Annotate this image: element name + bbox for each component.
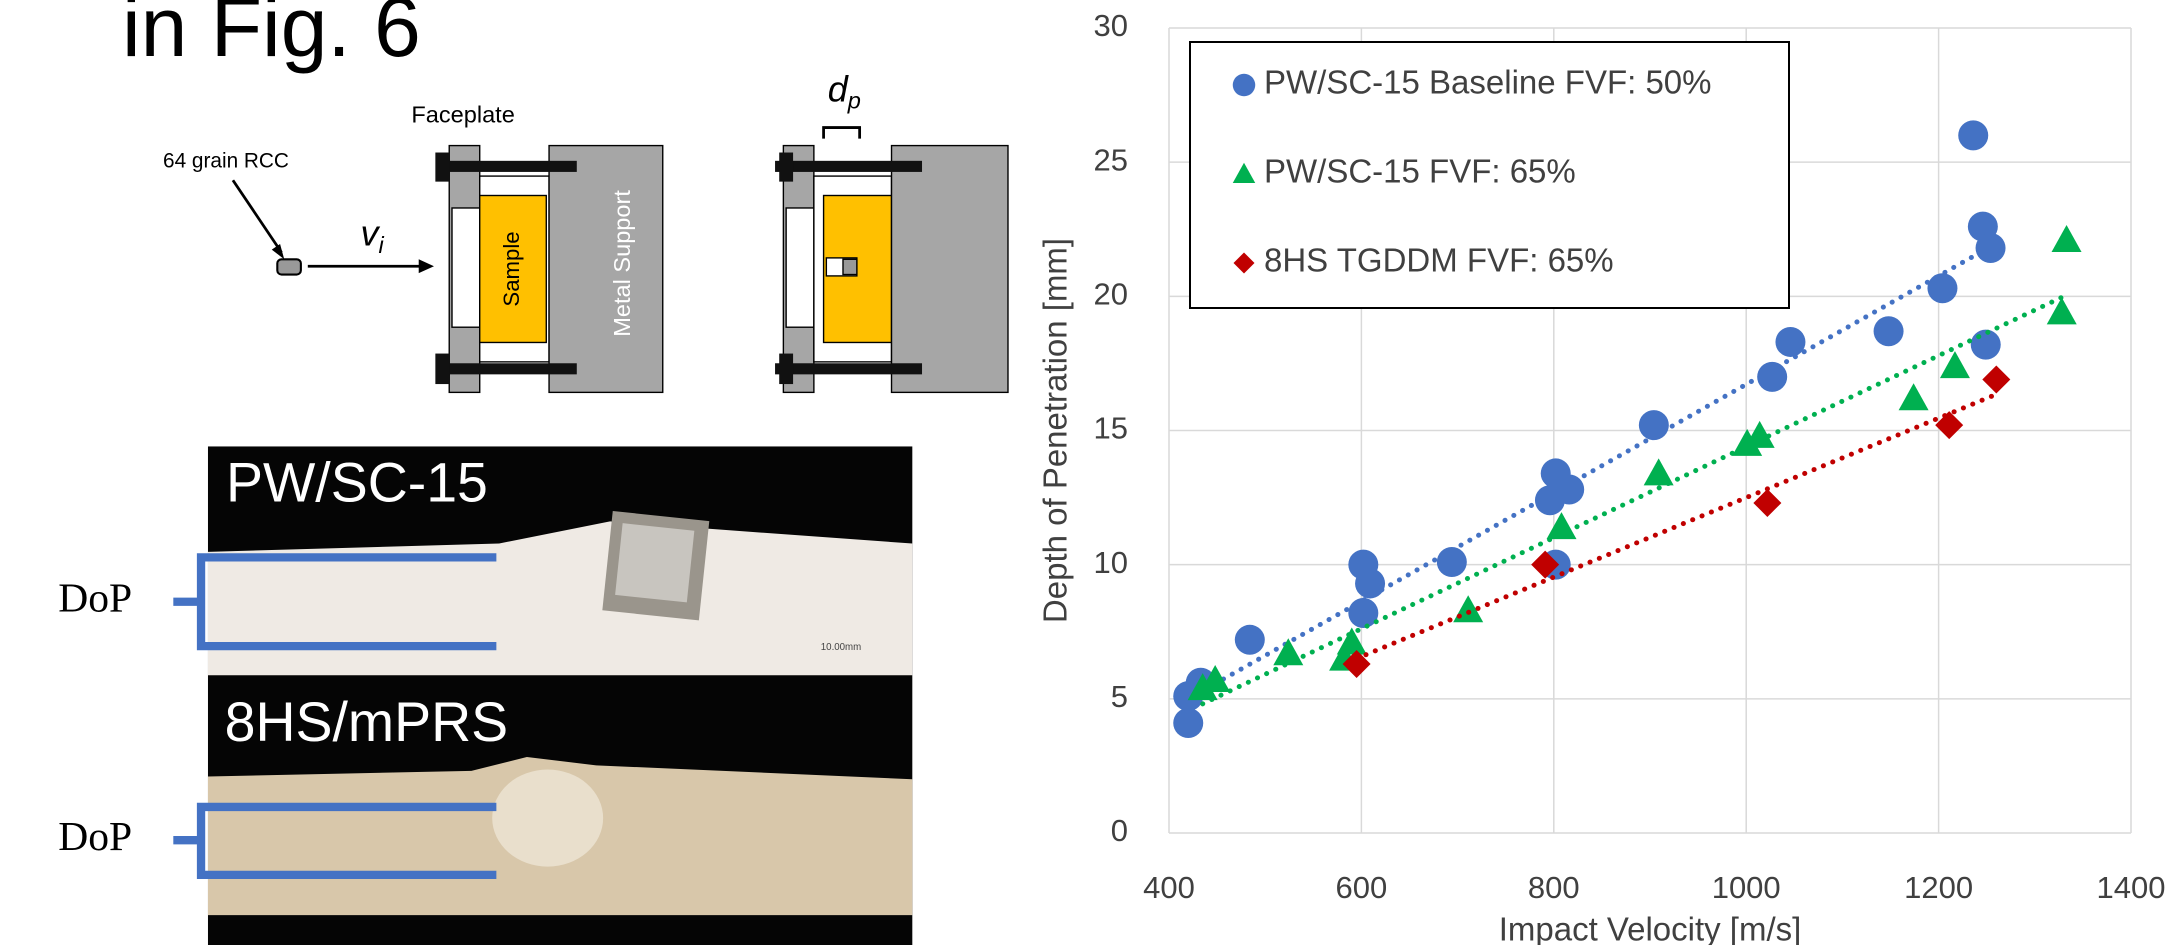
- y-tick-label: 5: [1111, 679, 1128, 714]
- dop-bracket: [173, 553, 497, 651]
- projectile: [842, 258, 858, 276]
- window: [451, 207, 481, 328]
- support-label: Metal Support: [609, 190, 635, 337]
- legend-label: PW/SC-15 Baseline FVF: 50%: [1264, 64, 1712, 101]
- bolt-head: [779, 353, 794, 385]
- legend-label: PW/SC-15 FVF: 65%: [1264, 153, 1576, 190]
- x-tick-label: 1200: [1904, 870, 1973, 905]
- impact-damage: [615, 523, 695, 603]
- y-tick-label: 25: [1094, 142, 1128, 177]
- x-tick-label: 400: [1143, 870, 1195, 905]
- sample: [479, 194, 547, 344]
- x-tick-label: 1000: [1712, 870, 1781, 905]
- faceplate-label: Faceplate: [411, 102, 514, 128]
- y-tick-label: 0: [1111, 813, 1128, 848]
- point: [1546, 512, 1577, 540]
- point: [1273, 638, 1304, 666]
- point: [1927, 273, 1958, 304]
- projectile: [276, 258, 302, 276]
- point: [1939, 351, 1970, 379]
- depth-bracket: [822, 126, 862, 139]
- v-sub: i: [379, 232, 385, 258]
- pointer: [231, 179, 283, 254]
- trendline: [1354, 391, 1999, 662]
- point: [1173, 707, 1204, 738]
- dop-label: DoP: [58, 574, 132, 620]
- point: [1975, 233, 2006, 264]
- point: [1757, 361, 1788, 392]
- point: [1643, 458, 1674, 486]
- heading: in Fig. 6: [122, 0, 421, 74]
- point: [1531, 550, 1560, 579]
- photo-label: PW/SC-15: [226, 451, 488, 513]
- y-tick-label: 20: [1094, 277, 1128, 312]
- bolt: [440, 363, 577, 375]
- point: [1200, 665, 1231, 693]
- dop-label: DoP: [58, 813, 132, 859]
- left-panel: Faceplate 64 grain RCC vi Sample Metal S…: [58, 68, 1009, 945]
- point: [1554, 474, 1585, 505]
- dop-bracket: [173, 802, 497, 880]
- d: d: [828, 68, 849, 109]
- point: [1436, 546, 1467, 577]
- photo-label: 8HS/mPRS: [225, 691, 508, 753]
- bolt: [775, 363, 923, 375]
- bolt: [440, 160, 577, 172]
- chart: 0 5 10 15 20 25 30 400 600 800 1000 1200 1400 Depth o…: [1037, 8, 2166, 945]
- scale-label: 10.00mm: [821, 642, 861, 653]
- point: [1744, 420, 1775, 448]
- x-axis-label: Impact Velocity [m/s]: [1499, 911, 1802, 945]
- d-sub: p: [847, 88, 861, 114]
- metal-support: [548, 144, 664, 394]
- point: [1348, 597, 1379, 628]
- point: [1234, 624, 1265, 655]
- legend-marker: [1232, 73, 1256, 97]
- point: [2046, 297, 2077, 325]
- point: [1336, 627, 1367, 655]
- x-tick-label: 800: [1528, 870, 1580, 905]
- point: [1970, 329, 2001, 360]
- point: [1187, 673, 1218, 701]
- point: [1873, 316, 1904, 347]
- legend-marker: [1233, 252, 1255, 274]
- window: [785, 207, 815, 328]
- bolt: [775, 160, 923, 172]
- metal-support: [890, 144, 1009, 394]
- point: [1638, 410, 1669, 441]
- projectile-label: 64 grain RCC: [163, 150, 289, 173]
- y-tick-label: 15: [1094, 411, 1128, 446]
- point: [1732, 428, 1763, 456]
- x-tick-label: 600: [1336, 870, 1388, 905]
- impact-damage: [492, 769, 604, 867]
- y-axis-label: Depth of Penetration [mm]: [1037, 238, 1074, 623]
- point: [2051, 224, 2082, 252]
- bolt-head: [435, 353, 450, 385]
- trendline: [1185, 244, 1994, 702]
- point: [1982, 365, 2011, 394]
- point: [1355, 568, 1386, 599]
- velocity-label: vi: [360, 212, 384, 258]
- sample-label: Sample: [499, 231, 524, 306]
- x-tick-label: 1400: [2097, 870, 2166, 905]
- pointer-head: [271, 244, 285, 260]
- point: [1958, 120, 1989, 151]
- arrow-head: [418, 259, 434, 274]
- y-tick-label: 30: [1094, 8, 1128, 43]
- v: v: [360, 212, 380, 253]
- legend-marker: [1232, 162, 1256, 183]
- point: [1342, 649, 1371, 678]
- point: [1935, 411, 1964, 440]
- bolt-head: [435, 152, 450, 182]
- point: [1898, 383, 1929, 411]
- legend-box: [1189, 41, 1790, 309]
- point: [1775, 326, 1806, 357]
- legend-label: 8HS TGDDM FVF: 65%: [1264, 242, 1614, 279]
- depth-label: dp: [828, 68, 861, 114]
- y-tick-label: 10: [1094, 545, 1128, 580]
- bolt-head: [779, 152, 794, 182]
- trendline: [1200, 292, 2070, 707]
- point: [1753, 488, 1782, 517]
